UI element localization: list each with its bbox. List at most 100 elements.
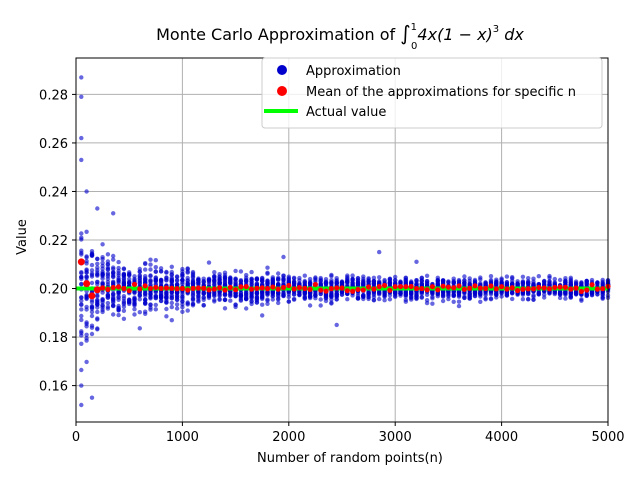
mean-point bbox=[286, 282, 292, 289]
approximation-point bbox=[143, 291, 148, 297]
approximation-point bbox=[116, 268, 121, 274]
approximation-point bbox=[121, 294, 127, 299]
approximation-point bbox=[526, 296, 531, 302]
approximation-point bbox=[105, 259, 111, 264]
approximation-point bbox=[164, 269, 169, 275]
approximation-point bbox=[217, 293, 222, 298]
approximation-point bbox=[217, 280, 222, 286]
approximation-point bbox=[233, 304, 238, 310]
approximation-point bbox=[143, 277, 148, 282]
approximation-point bbox=[89, 262, 95, 268]
mean-point bbox=[185, 287, 191, 293]
approximation-point bbox=[89, 313, 95, 319]
approximation-point bbox=[148, 267, 153, 272]
approximation-point bbox=[132, 289, 137, 295]
approximation-point bbox=[270, 294, 275, 299]
approximation-point bbox=[382, 277, 387, 283]
approximation-point bbox=[291, 275, 297, 280]
approximation-point bbox=[547, 275, 552, 280]
title-lower-limit: 0 bbox=[411, 41, 417, 52]
approximation-point bbox=[260, 313, 265, 318]
approximation-point bbox=[143, 267, 148, 272]
approximation-point bbox=[334, 281, 339, 286]
approximation-point bbox=[291, 280, 297, 286]
approximation-point bbox=[174, 302, 180, 307]
legend-label-approximation: Approximation bbox=[306, 64, 401, 79]
mean-point bbox=[142, 283, 148, 289]
x-axis-ticks: 0 1000 2000 3000 4000 5000 bbox=[72, 422, 625, 445]
legend: Approximation Mean of the approximations… bbox=[261, 57, 603, 129]
approximation-point bbox=[504, 274, 510, 279]
mean-point bbox=[445, 284, 451, 290]
mean-point bbox=[302, 285, 308, 292]
approximation-point bbox=[573, 279, 579, 284]
approximation-point bbox=[297, 292, 302, 297]
approximation-point bbox=[307, 303, 313, 308]
approximation-point bbox=[409, 290, 414, 295]
approximation-point bbox=[79, 367, 84, 373]
approximation-point bbox=[302, 273, 307, 278]
mean-point bbox=[424, 287, 430, 293]
approximation-point bbox=[318, 277, 323, 282]
approximation-point bbox=[95, 305, 100, 310]
approximation-point bbox=[483, 280, 488, 285]
approximation-point bbox=[472, 293, 478, 299]
approximation-point bbox=[169, 304, 174, 310]
approximation-point bbox=[238, 295, 244, 301]
approximation-point bbox=[217, 272, 222, 277]
mean-point bbox=[376, 283, 382, 290]
approximation-point bbox=[345, 297, 350, 302]
approximation-point bbox=[84, 293, 89, 298]
approximation-point bbox=[201, 291, 206, 296]
approximation-point bbox=[79, 313, 84, 319]
mean-point bbox=[296, 285, 303, 291]
approximation-point bbox=[180, 309, 185, 314]
approximation-point bbox=[127, 297, 132, 303]
approximation-point bbox=[116, 259, 121, 265]
mean-point bbox=[291, 286, 297, 292]
approximation-point bbox=[270, 297, 275, 302]
mean-point bbox=[259, 285, 265, 291]
approximation-point bbox=[158, 269, 164, 274]
approximation-point bbox=[526, 276, 531, 281]
approximation-point bbox=[494, 295, 499, 300]
approximation-point bbox=[265, 297, 270, 302]
approximation-point bbox=[100, 290, 105, 295]
approximation-point bbox=[260, 291, 265, 296]
approximation-point bbox=[286, 290, 291, 295]
mean-point bbox=[429, 284, 436, 290]
approximation-point bbox=[377, 280, 382, 286]
approximation-point bbox=[185, 308, 190, 313]
approximation-point bbox=[95, 261, 100, 266]
mean-point bbox=[600, 286, 606, 292]
approximation-point bbox=[270, 275, 275, 280]
approximation-point bbox=[95, 316, 100, 321]
approximation-point bbox=[568, 282, 573, 288]
approximation-point bbox=[483, 297, 488, 302]
approximation-point bbox=[100, 255, 105, 260]
approximation-point bbox=[79, 341, 84, 346]
mean-point bbox=[488, 283, 494, 289]
approximation-point bbox=[286, 299, 291, 304]
approximation-point bbox=[382, 291, 387, 297]
approximation-point bbox=[589, 277, 595, 283]
legend-box bbox=[261, 57, 603, 129]
mean-point bbox=[190, 285, 196, 291]
approximation-point bbox=[116, 290, 121, 295]
approximation-point bbox=[217, 275, 222, 280]
approximation-point bbox=[79, 235, 84, 240]
approximation-point bbox=[222, 277, 228, 283]
approximation-point bbox=[361, 278, 366, 283]
approximation-point bbox=[79, 75, 84, 80]
approximation-point bbox=[148, 296, 153, 301]
approximation-point bbox=[79, 307, 84, 312]
approximation-point bbox=[84, 229, 89, 234]
approximation-point bbox=[222, 306, 228, 311]
approximation-point bbox=[276, 276, 281, 282]
approximation-point bbox=[212, 293, 217, 299]
approximation-point bbox=[153, 258, 158, 263]
mean-point bbox=[110, 284, 116, 291]
approximation-point bbox=[100, 297, 105, 302]
approximation-point bbox=[286, 274, 291, 279]
approximation-point bbox=[435, 291, 440, 296]
